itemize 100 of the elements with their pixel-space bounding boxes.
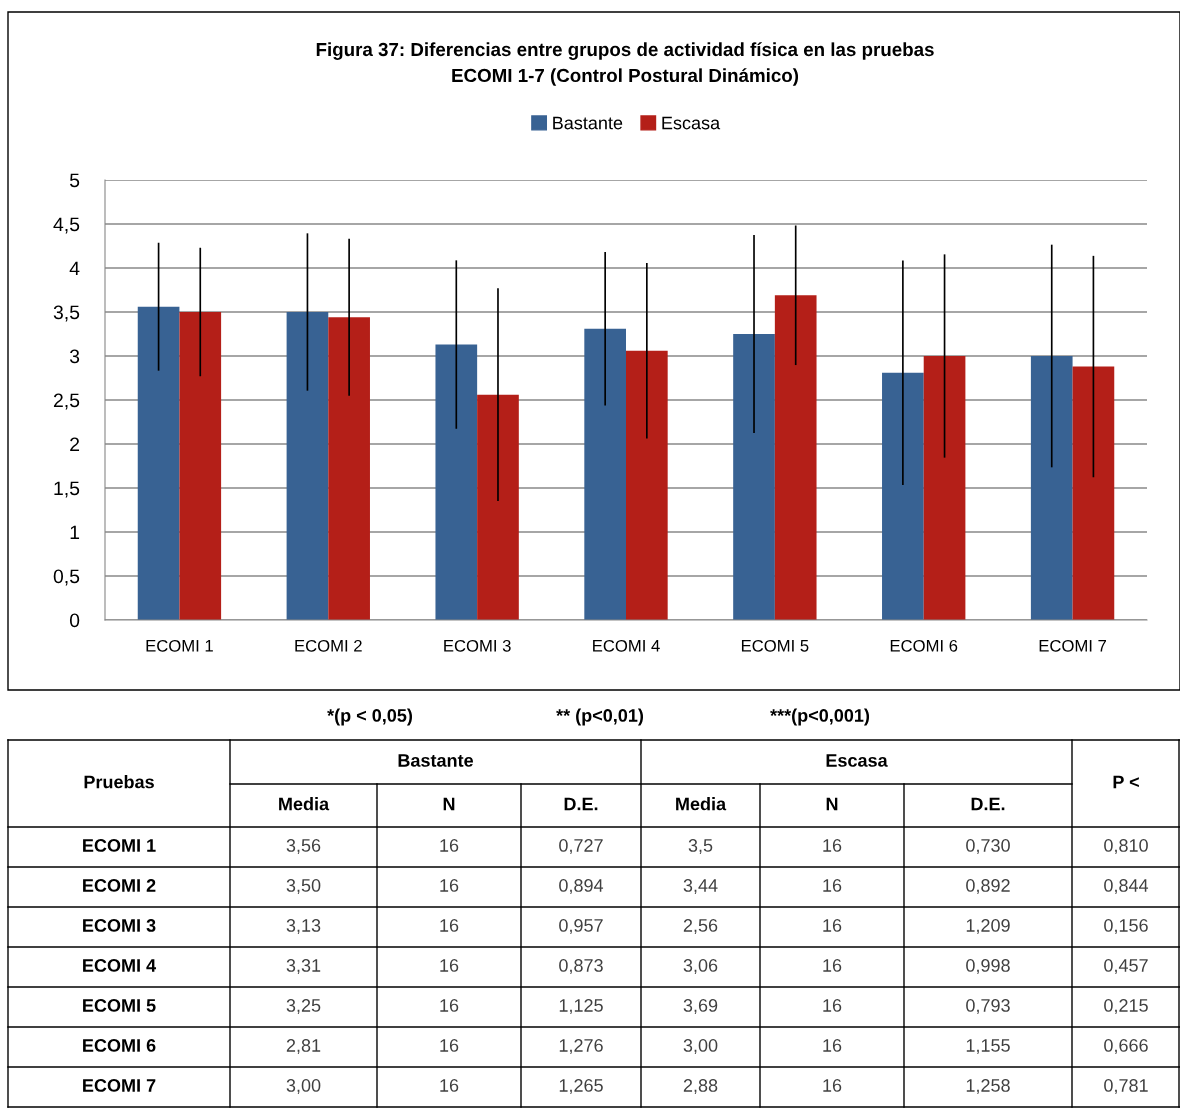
bar	[477, 394, 519, 620]
bar	[137, 306, 180, 620]
text: ECOMI 7	[83, 1079, 156, 1092]
text: ***(p<0,001)	[770, 708, 870, 726]
x-tick-label: ECOMI 4	[593, 639, 660, 652]
text: 16	[440, 919, 459, 932]
bar	[923, 356, 966, 620]
text: 16	[440, 879, 459, 892]
bar	[179, 312, 222, 620]
y-tick-label: 3,5	[53, 305, 80, 322]
x-tick-label: ECOMI 6	[890, 639, 958, 652]
bar	[733, 334, 775, 620]
bar	[774, 295, 817, 620]
text: 0,215	[1104, 999, 1148, 1014]
text: 2,88	[683, 1079, 718, 1094]
text: 1,209	[966, 919, 1010, 934]
text: 0,781	[1104, 1079, 1148, 1094]
bar	[286, 312, 329, 620]
text: ECOMI 3	[83, 919, 156, 932]
text: 16	[823, 919, 842, 932]
text: ** (p<0,01)	[556, 708, 644, 726]
y-tick-label: 5	[69, 173, 80, 188]
text: 0,892	[966, 879, 1010, 894]
bar	[882, 372, 924, 620]
bar	[584, 328, 626, 620]
text: 3,44	[683, 879, 718, 894]
text: 3,25	[286, 999, 321, 1014]
text: 16	[823, 1039, 842, 1052]
text: ECOMI 2	[83, 879, 156, 892]
bar	[435, 344, 478, 620]
y-tick-label: 0,5	[53, 569, 80, 586]
text: 16	[440, 1079, 459, 1092]
x-tick-label: ECOMI 7	[1039, 639, 1106, 652]
y-tick-label: 4	[69, 261, 80, 276]
bar	[1072, 366, 1115, 620]
text: 3,56	[286, 839, 321, 854]
y-tick-label: 3	[69, 349, 80, 364]
text: 1,155	[966, 1039, 1010, 1054]
text: *(p < 0,05)	[327, 708, 412, 726]
text: ECOMI 6	[83, 1039, 156, 1052]
text: 0,730	[966, 839, 1010, 854]
text: 16	[823, 839, 842, 852]
text: 16	[440, 999, 459, 1012]
text: 3,50	[286, 879, 321, 894]
text: 0,793	[966, 999, 1010, 1014]
text: Media	[279, 797, 330, 811]
y-tick-label: 1,5	[54, 481, 80, 498]
text: 0,998	[966, 959, 1010, 974]
text: ECOMI 4	[83, 959, 157, 972]
legend-label: Escasa	[662, 116, 721, 130]
text: 3,00	[286, 1079, 321, 1094]
text: 3,06	[683, 959, 718, 974]
y-tick-label: 4,5	[53, 217, 80, 234]
text: 3,31	[286, 959, 321, 974]
text: N	[443, 797, 455, 811]
text: 0,844	[1104, 879, 1149, 894]
y-tick-label: 0	[69, 613, 80, 628]
text: 16	[823, 959, 842, 972]
text: ECOMI 5	[83, 999, 156, 1012]
y-tick-label: 2	[70, 437, 80, 452]
y-tick-label: 2,5	[53, 393, 80, 410]
text: 16	[823, 879, 842, 892]
text: Media	[676, 797, 727, 811]
text: 1,276	[559, 1039, 603, 1054]
bar	[626, 350, 668, 620]
x-tick-label: ECOMI 3	[444, 639, 511, 652]
bar	[1030, 356, 1073, 620]
text: 1,265	[559, 1079, 603, 1094]
text: 2,56	[683, 919, 718, 934]
text: D.E.	[971, 797, 1005, 811]
text: 3,5	[688, 839, 713, 854]
text: Pruebas	[84, 775, 154, 789]
x-tick-label: ECOMI 5	[741, 639, 809, 652]
text: Bastante	[398, 754, 474, 767]
text: Escasa	[826, 754, 888, 767]
text: 0,894	[559, 879, 604, 894]
x-tick-label: ECOMI 1	[146, 639, 213, 652]
text: 3,69	[683, 999, 718, 1014]
text: 16	[440, 1039, 459, 1052]
text: P <	[1113, 775, 1139, 789]
text: ECOMI 1	[83, 839, 156, 852]
text: D.E.	[564, 797, 598, 811]
text: 0,156	[1104, 919, 1148, 934]
y-tick-label: 1	[70, 525, 80, 540]
text: 16	[440, 959, 459, 972]
text: 0,873	[559, 959, 603, 974]
text: 3,00	[683, 1039, 718, 1054]
bar	[328, 317, 370, 620]
text: 16	[823, 1079, 842, 1092]
text: N	[826, 797, 838, 811]
text: 0,810	[1104, 839, 1148, 854]
chart-title: Figura 37: Diferencias entre grupos de actividad física en las pruebas ECOMI 1-7 (Control Postural Dinámico)	[316, 42, 934, 86]
legend-label: Bastante	[553, 116, 623, 130]
text: 0,666	[1104, 1039, 1148, 1054]
x-tick-label: ECOMI 2	[295, 639, 362, 652]
text: 0,727	[559, 839, 603, 854]
text: 16	[440, 839, 459, 852]
text: 3,13	[286, 919, 321, 934]
text: 0,957	[559, 919, 603, 934]
text: 16	[823, 999, 842, 1012]
